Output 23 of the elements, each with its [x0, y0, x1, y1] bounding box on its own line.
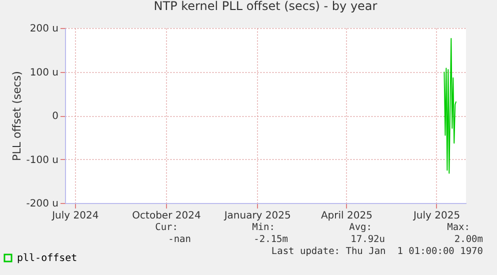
- y-tick-label: 200 u: [30, 24, 58, 34]
- text: -nan: [168, 234, 191, 245]
- text: Cur:: [155, 222, 178, 233]
- text: 17.92u: [350, 234, 385, 245]
- x-tick-label: July 2024: [51, 210, 99, 222]
- y-tick-label: -200 u: [26, 198, 58, 210]
- y-tick-label: 0: [52, 111, 58, 122]
- text: Max:: [447, 222, 470, 233]
- x-tick-label: April 2025: [320, 210, 372, 222]
- y-axis-title: PLL offset (secs): [10, 71, 24, 161]
- text: Avg:: [349, 222, 372, 233]
- text: 2.00m: [454, 234, 483, 245]
- line-series: [444, 38, 457, 174]
- x-tick-label: January 2025: [223, 210, 291, 222]
- x-tick-label: October 2024: [132, 210, 201, 222]
- y-tick-label: -100 u: [26, 154, 58, 166]
- text: Min:: [252, 222, 275, 233]
- text: -2.15m: [254, 234, 288, 245]
- legend-label: pll-offset: [17, 253, 78, 264]
- chart-title: NTP kernel PLL offset (secs) - by year: [154, 0, 378, 13]
- x-tick-label: July 2025: [412, 210, 460, 222]
- y-tick-label: 100 u: [30, 67, 58, 78]
- text: Last update: Thu Jan 1 01:00:00 1970: [271, 246, 483, 257]
